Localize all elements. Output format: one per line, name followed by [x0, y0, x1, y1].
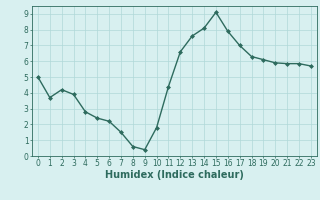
X-axis label: Humidex (Indice chaleur): Humidex (Indice chaleur) — [105, 170, 244, 180]
